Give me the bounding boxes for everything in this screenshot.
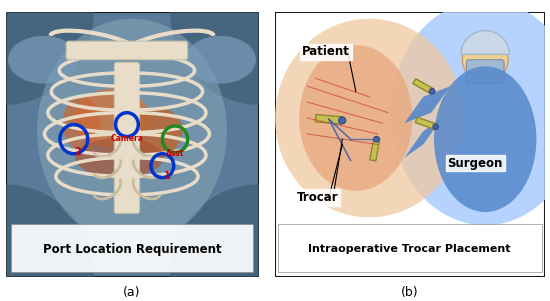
Text: Port Location Requirement: Port Location Requirement — [43, 243, 221, 256]
Ellipse shape — [62, 97, 100, 150]
FancyBboxPatch shape — [275, 12, 544, 277]
Wedge shape — [170, 184, 347, 301]
Text: Asst: Asst — [166, 149, 184, 158]
Text: (b): (b) — [401, 286, 419, 299]
FancyBboxPatch shape — [66, 41, 188, 60]
Wedge shape — [0, 184, 94, 301]
Wedge shape — [461, 31, 509, 54]
Ellipse shape — [8, 36, 79, 84]
Ellipse shape — [37, 19, 227, 244]
Ellipse shape — [185, 36, 256, 84]
Polygon shape — [315, 115, 343, 124]
Text: Patient: Patient — [302, 45, 350, 58]
Text: Intraoperative Trocar Placement: Intraoperative Trocar Placement — [309, 244, 511, 254]
Wedge shape — [0, 0, 94, 105]
FancyBboxPatch shape — [114, 62, 140, 213]
Circle shape — [373, 136, 380, 142]
Circle shape — [430, 88, 435, 94]
Ellipse shape — [275, 19, 464, 217]
FancyBboxPatch shape — [466, 60, 504, 84]
FancyBboxPatch shape — [6, 12, 258, 277]
Text: Camera: Camera — [111, 134, 144, 142]
Text: Surgeon: Surgeon — [448, 157, 503, 169]
Ellipse shape — [391, 0, 550, 225]
Ellipse shape — [74, 89, 150, 147]
Text: 1: 1 — [164, 171, 171, 181]
Polygon shape — [415, 117, 437, 129]
Polygon shape — [404, 118, 442, 158]
Polygon shape — [404, 86, 450, 123]
Polygon shape — [413, 79, 433, 94]
Circle shape — [463, 37, 508, 82]
Ellipse shape — [299, 45, 412, 191]
Text: 2: 2 — [74, 147, 81, 157]
FancyBboxPatch shape — [10, 224, 254, 272]
Circle shape — [433, 124, 438, 129]
FancyBboxPatch shape — [278, 224, 542, 272]
Ellipse shape — [132, 107, 183, 155]
Ellipse shape — [75, 138, 164, 178]
Circle shape — [339, 117, 346, 124]
Polygon shape — [370, 139, 379, 161]
Wedge shape — [170, 0, 347, 105]
Text: Trocar: Trocar — [296, 191, 338, 204]
Ellipse shape — [434, 66, 536, 212]
Text: (a): (a) — [123, 286, 141, 299]
